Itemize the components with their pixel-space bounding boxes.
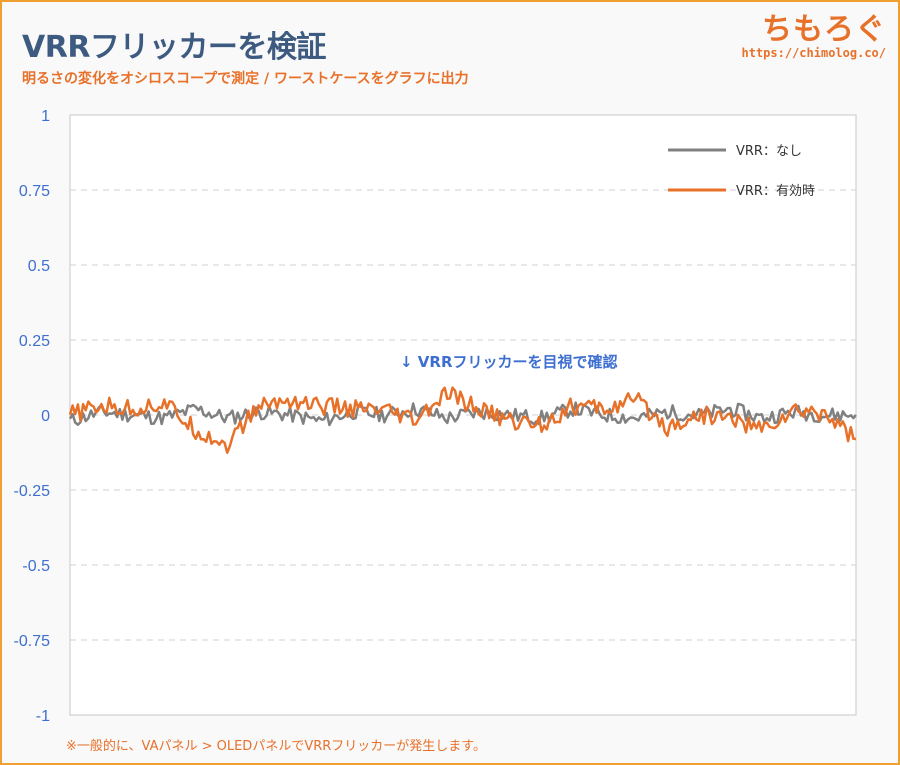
y-tick-label: -0.5	[22, 558, 50, 575]
brand-url: https://chimolog.co/	[741, 46, 887, 60]
y-tick-label: -0.25	[14, 483, 51, 500]
y-tick-label: -1	[36, 708, 50, 725]
y-tick-label: 0.5	[28, 258, 50, 275]
page-title: VRRフリッカーを検証	[22, 30, 326, 65]
y-tick-label: 1	[41, 108, 50, 125]
y-tick-label: 0.75	[19, 183, 50, 200]
legend-label-vrr-off: VRR：なし	[736, 144, 802, 159]
y-tick-label: 0.25	[19, 333, 50, 350]
y-axis-ticks: 1 0.75 0.5 0.25 0 -0.25 -0.5 -0.75 -1	[14, 108, 51, 725]
flicker-annotation: ↓ VRRフリッカーを目視で確認	[400, 353, 618, 371]
y-tick-label: 0	[41, 408, 50, 425]
series-lines	[68, 386, 857, 454]
series-line-vrr-off	[68, 401, 857, 427]
footnote: ※一般的に、VAパネル > OLEDパネルでVRRフリッカーが発生します。	[66, 739, 486, 754]
brand-logo: ちもろぐ	[762, 12, 886, 47]
series-line-vrr-on	[68, 386, 857, 454]
legend-label-vrr-on: VRR：有効時	[736, 184, 815, 199]
legend: VRR：なし VRR：有効時	[668, 144, 815, 199]
page-subtitle: 明るさの変化をオシロスコープで測定 / ワーストケースをグラフに出力	[22, 71, 469, 87]
brand-block: ちもろぐ https://chimolog.co/	[742, 4, 887, 60]
y-tick-label: -0.75	[14, 633, 51, 650]
